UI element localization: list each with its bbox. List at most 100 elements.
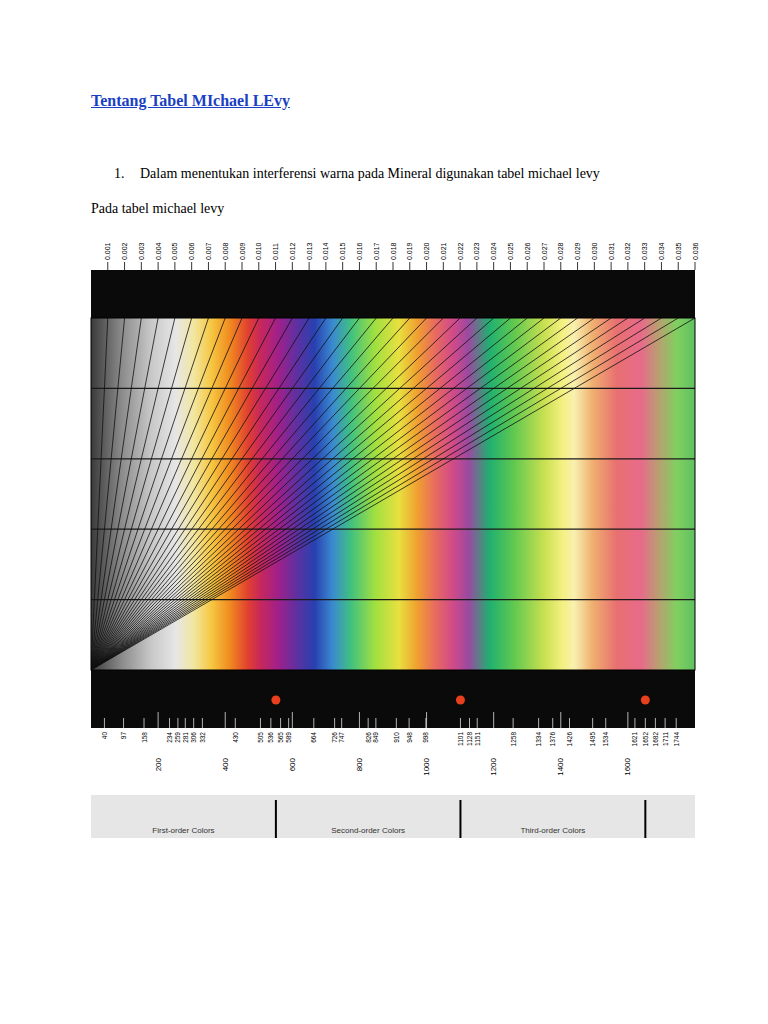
chart: 0.0010.0020.0030.0040.0050.0060.0070.008… <box>0 0 768 1024</box>
retardation-label: 600 <box>288 757 297 771</box>
retardation-label: 1744 <box>673 732 680 747</box>
retardation-label: 1400 <box>556 757 565 775</box>
birefringence-line <box>91 318 443 670</box>
tick <box>191 262 192 270</box>
tick <box>476 262 477 270</box>
birefringence-label: 0.026 <box>524 242 531 260</box>
retardation-label: 800 <box>355 757 364 771</box>
retardation-label: 1652 <box>642 732 649 747</box>
grid-line <box>91 529 695 530</box>
birefringence-label: 0.018 <box>390 242 397 260</box>
birefringence-label: 0.003 <box>138 242 145 260</box>
retardation-label: 998 <box>422 732 429 743</box>
retardation-label: 1495 <box>589 732 596 747</box>
retardation-label: 306 <box>190 732 197 743</box>
retardation-label: 1101 <box>457 732 464 746</box>
tick <box>676 718 677 728</box>
tick <box>313 718 314 728</box>
tick <box>510 262 511 270</box>
list-text: Dalam menentukan interferensi warna pada… <box>140 166 600 182</box>
tick <box>544 262 545 270</box>
tick <box>270 718 271 728</box>
birefringence-label: 0.023 <box>473 242 480 260</box>
birefringence-line <box>91 318 477 670</box>
tick <box>141 262 142 270</box>
tick <box>560 712 561 728</box>
interference-colors <box>91 318 695 670</box>
tick <box>513 718 514 728</box>
paragraph: Pada tabel michael levy <box>91 201 224 217</box>
birefringence-line <box>91 318 628 670</box>
birefringence-label: 0.029 <box>574 242 581 260</box>
order-label: First-order Colors <box>152 826 214 835</box>
tick <box>185 718 186 728</box>
birefringence-label: 0.027 <box>541 242 548 260</box>
retardation-label: 1711 <box>662 732 669 746</box>
tick <box>144 718 145 728</box>
birefringence-label: 0.034 <box>658 242 665 260</box>
retardation-label: 332 <box>199 732 206 743</box>
birefringence-label: 0.006 <box>188 242 195 260</box>
retardation-label: 259 <box>174 732 181 743</box>
tick <box>393 262 394 270</box>
birefringence-line <box>91 318 561 670</box>
retardation-label: 589 <box>285 732 292 743</box>
order-label: Second-order Colors <box>331 826 405 835</box>
tick <box>202 718 203 728</box>
tick <box>678 262 679 270</box>
tick <box>158 712 159 728</box>
tick <box>235 718 236 728</box>
birefringence-label: 0.017 <box>373 242 380 260</box>
tick <box>107 262 108 270</box>
birefringence-line <box>91 318 376 670</box>
tick <box>426 712 427 728</box>
tick <box>275 262 276 270</box>
birefringence-line <box>91 318 108 670</box>
retardation-label: 1621 <box>631 732 638 747</box>
tick <box>552 718 553 728</box>
retardation-label: 1682 <box>652 732 659 747</box>
tick <box>334 718 335 728</box>
birefringence-label: 0.004 <box>155 242 162 260</box>
tick <box>208 262 209 270</box>
tick <box>309 262 310 270</box>
birefringence-line <box>91 318 343 670</box>
order-separator <box>275 800 277 838</box>
birefringence-label: 0.032 <box>624 242 631 260</box>
birefringence-label: 0.001 <box>104 242 111 260</box>
tick <box>527 262 528 270</box>
birefringence-label: 0.008 <box>222 242 229 260</box>
tick <box>342 262 343 270</box>
birefringence-label: 0.036 <box>692 242 699 260</box>
retardation-label: 664 <box>310 732 317 743</box>
birefringence-label: 0.028 <box>557 242 564 260</box>
tick <box>460 718 461 728</box>
retardation-label: 1334 <box>535 732 542 747</box>
birefringence-line <box>91 318 510 670</box>
birefringence-label: 0.005 <box>171 242 178 260</box>
retardation-label: 1534 <box>602 732 609 747</box>
order-dot <box>641 696 650 705</box>
retardation-label: 200 <box>154 757 163 771</box>
title-link[interactable]: Tentang Tabel MIchael LEvy <box>91 92 290 110</box>
birefringence-label: 0.019 <box>406 242 413 260</box>
tick <box>225 712 226 728</box>
tick <box>158 262 159 270</box>
retardation-label: 1258 <box>510 732 517 747</box>
order-dot <box>271 696 280 705</box>
retardation-label: 430 <box>232 732 239 743</box>
birefringence-line <box>91 318 309 670</box>
retardation-label: 726 <box>331 732 338 743</box>
retardation-label: 97 <box>120 732 127 740</box>
birefringence-label: 0.033 <box>641 242 648 260</box>
retardation-label: 747 <box>338 732 345 743</box>
tick <box>560 262 561 270</box>
tick <box>594 262 595 270</box>
tick <box>443 262 444 270</box>
tick <box>569 718 570 728</box>
birefringence-label: 0.013 <box>306 242 313 260</box>
birefringence-label: 0.010 <box>255 242 262 260</box>
tick <box>409 262 410 270</box>
tick <box>493 262 494 270</box>
order-separator <box>459 800 461 838</box>
